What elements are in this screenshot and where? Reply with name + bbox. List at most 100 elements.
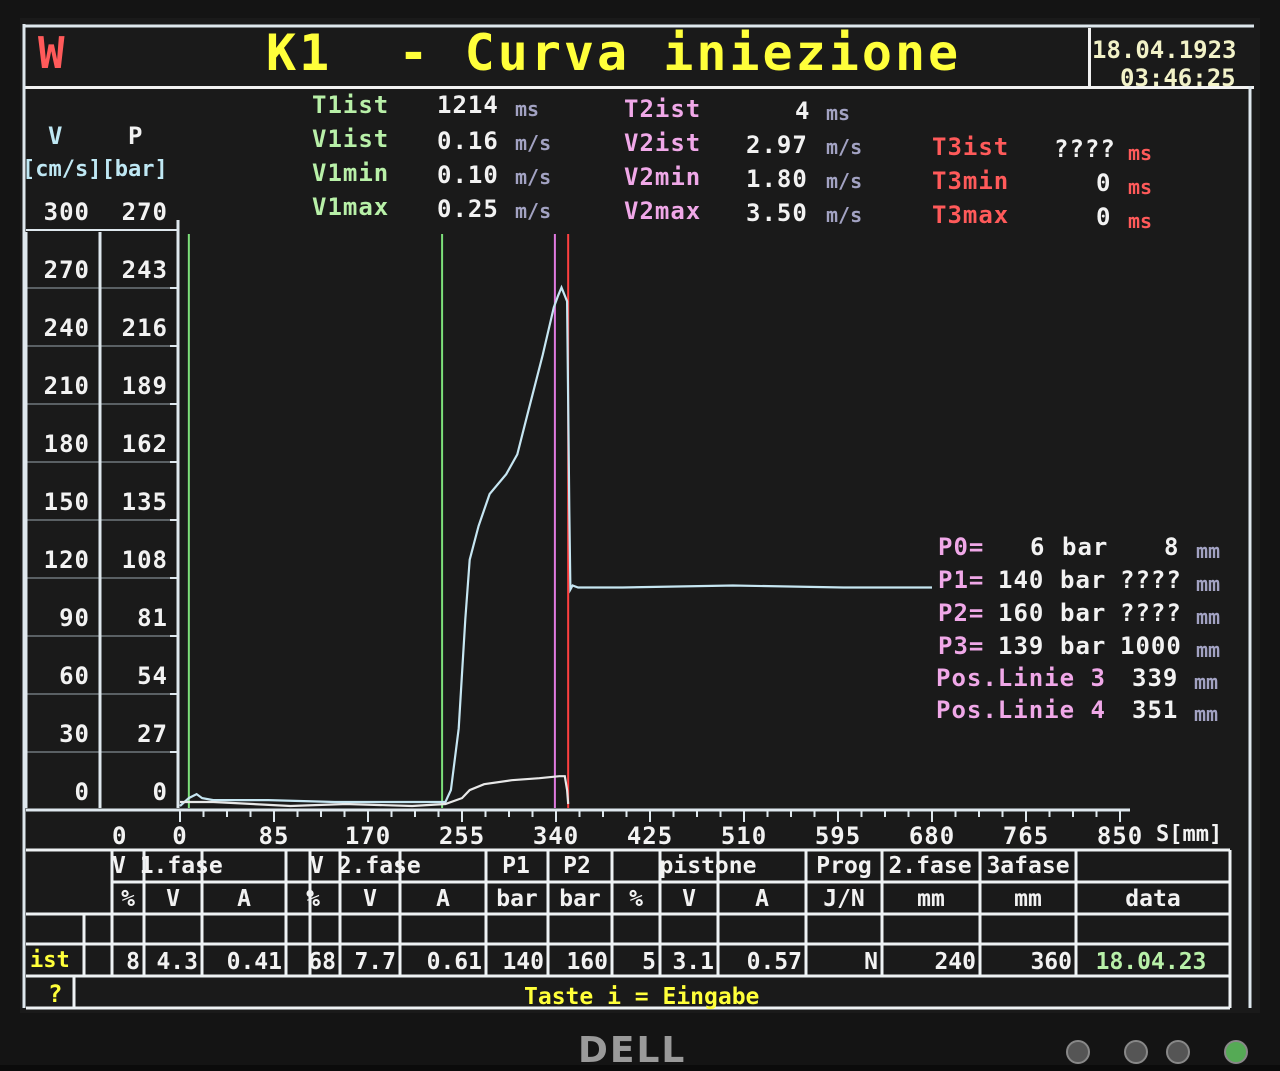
x-tick-label: 850 — [1096, 822, 1144, 850]
p0-unit: mm — [1196, 539, 1221, 563]
t3ist-value: ???? — [1054, 135, 1116, 163]
p-tick-label: 0 — [152, 778, 168, 806]
v1min-label: V1min — [312, 159, 390, 187]
p-tick-label: 135 — [121, 488, 168, 516]
p2-unit: mm — [1196, 605, 1221, 629]
x-tick-label: 85 — [258, 822, 290, 850]
v-tick-label: 210 — [43, 372, 90, 400]
p0-value: 6 — [1030, 533, 1046, 561]
p2-pos: ???? — [1120, 599, 1182, 627]
v-tick-label: 270 — [43, 256, 90, 284]
pos-linie-4-label: Pos.Linie 4 — [936, 696, 1106, 724]
table-cell: 360 — [1030, 949, 1072, 975]
p2-value: 160 — [998, 599, 1045, 627]
axis-units: [cm/s][bar] — [22, 157, 168, 182]
pos-linie-4-unit: mm — [1194, 702, 1219, 726]
t1ist-unit: ms — [515, 97, 540, 121]
table-subheader: J/N — [823, 886, 865, 912]
v1max-label: V1max — [312, 193, 390, 221]
p3-pos: 1000 — [1120, 632, 1182, 660]
p-tick-label: 189 — [121, 372, 168, 400]
t2ist-value: 4 — [795, 97, 811, 125]
x-tick-label: 255 — [438, 822, 486, 850]
v1max-value: 0.25 — [437, 195, 499, 223]
p3-unit: mm — [1196, 638, 1221, 662]
t2ist-label: T2ist — [624, 95, 702, 123]
p-tick-label: 27 — [137, 720, 168, 748]
app-logo: W — [38, 28, 65, 79]
table-subheader: bar — [496, 886, 538, 912]
p2-bar: bar — [1060, 599, 1107, 627]
velocity-curve — [179, 284, 932, 807]
group-2fase: 2.fase — [888, 853, 972, 879]
pos-linie-3-label: Pos.Linie 3 — [936, 664, 1106, 692]
v-axis-label: V — [48, 122, 64, 150]
v-tick-label: 150 — [43, 488, 90, 516]
v-tick-label: 90 — [59, 604, 90, 632]
table-subheader: V — [682, 886, 696, 912]
help-button[interactable]: ? — [48, 980, 63, 1008]
group-p1: P1 — [502, 853, 530, 879]
v2ist-label: V2ist — [624, 129, 702, 157]
p1-unit: mm — [1196, 572, 1221, 596]
monitor-button-1[interactable] — [1066, 1040, 1090, 1064]
t3min-label: T3min — [932, 167, 1010, 195]
t3max-label: T3max — [932, 201, 1010, 229]
x-axis-offset-label: 0 — [112, 822, 128, 850]
p-tick-label: 81 — [137, 604, 168, 632]
x-tick-label: 425 — [626, 822, 674, 850]
screen — [20, 18, 1260, 1013]
v1ist-label: V1ist — [312, 125, 390, 153]
p0-label: P0= — [938, 533, 985, 561]
t2ist-unit: ms — [826, 101, 851, 125]
v1max-unit: m/s — [515, 199, 552, 223]
header-time: 03:46:25 — [1120, 64, 1236, 92]
t3ist-unit: ms — [1128, 141, 1153, 165]
p-tick-label: 270 — [121, 198, 168, 226]
table-cell: N — [864, 949, 878, 975]
v1ist-unit: m/s — [515, 131, 552, 155]
group-3afase: 3afase — [986, 853, 1070, 879]
page-title: K1 - Curva iniezione — [266, 24, 962, 82]
p3-bar: bar — [1060, 632, 1107, 660]
p3-label: P3= — [938, 632, 985, 660]
table-subheader: A — [237, 886, 251, 912]
v2max-label: V2max — [624, 197, 702, 225]
group-prog: Prog — [816, 853, 872, 879]
v-tick-label: 30 — [59, 720, 90, 748]
v2max-value: 3.50 — [746, 199, 808, 227]
table-subheader: % — [629, 886, 643, 912]
group-v2-fase: V 2.fase — [310, 853, 421, 879]
v-tick-label: 0 — [74, 778, 90, 806]
monitor-button-2[interactable] — [1124, 1040, 1148, 1064]
table-cell: 18.04.23 — [1095, 949, 1207, 975]
t3ist-label: T3ist — [932, 133, 1010, 161]
p0-pos: 8 — [1164, 533, 1180, 561]
p1-value: 140 — [998, 566, 1045, 594]
table-subheader: bar — [559, 886, 601, 912]
table-cell: 0.61 — [426, 949, 482, 975]
x-axis-unit: S[mm] — [1156, 822, 1223, 847]
x-tick-label: 170 — [344, 822, 392, 850]
table-subheader: mm — [917, 886, 945, 912]
v2min-value: 1.80 — [746, 165, 808, 193]
t3max-unit: ms — [1128, 209, 1153, 233]
table-cell: 160 — [566, 949, 608, 975]
x-tick-label: 595 — [814, 822, 862, 850]
header-date: 18.04.1923 — [1092, 36, 1237, 64]
monitor-button-3[interactable] — [1166, 1040, 1190, 1064]
table-cell: 7.7 — [354, 949, 396, 975]
table-cell: 140 — [502, 949, 544, 975]
group-v1-fase: V 1.fase — [112, 853, 223, 879]
p-axis-label: P — [128, 122, 144, 150]
v2ist-unit: m/s — [826, 135, 863, 159]
pressure-curve — [180, 775, 570, 808]
table-subheader: V — [363, 886, 377, 912]
power-button[interactable] — [1224, 1040, 1248, 1064]
p-tick-label: 108 — [121, 546, 168, 574]
x-tick-label: 765 — [1002, 822, 1050, 850]
x-tick-label: 680 — [908, 822, 956, 850]
table-grid — [26, 848, 1232, 1010]
dell-logo: DELL — [578, 1030, 687, 1071]
